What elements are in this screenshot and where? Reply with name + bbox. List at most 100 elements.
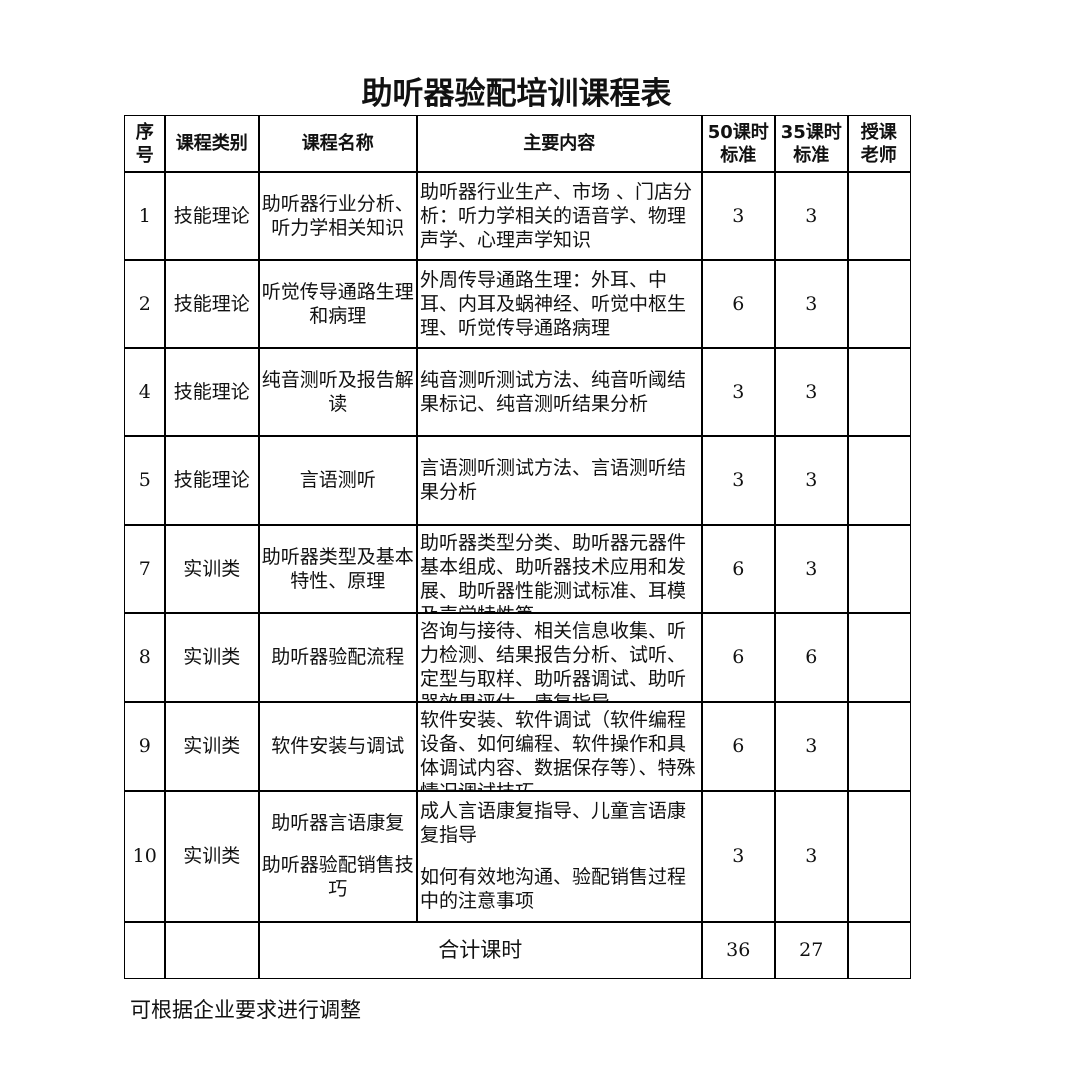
name-cell: 助听器言语康复助听器验配销售技巧 bbox=[258, 790, 418, 923]
content-list: 助听器类型分类、助听器元器件基本组成、助听器技术应用和发展、助听器性能测试标准、… bbox=[420, 531, 699, 613]
course-name: 助听器验配流程 bbox=[271, 646, 405, 669]
empty-cell bbox=[124, 921, 166, 979]
content-list: 外周传导通路生理：外耳、中耳、内耳及蜗神经、听觉中枢生理、听觉传导通路病理 bbox=[420, 268, 699, 340]
hours-50-cell: 6 bbox=[701, 612, 776, 703]
name-list: 软件安装与调试 bbox=[271, 734, 404, 758]
header-cell: 授课老师 bbox=[847, 115, 911, 173]
name-list: 纯音测听及报告解读 bbox=[259, 368, 417, 416]
hours-50-cell: 3 bbox=[701, 790, 776, 923]
hours-50-cell: 3 bbox=[701, 435, 776, 526]
seq-cell: 9 bbox=[124, 701, 166, 792]
hours-35-cell: 3 bbox=[774, 790, 849, 923]
teacher-cell bbox=[847, 435, 911, 526]
hours-50-cell: 3 bbox=[701, 171, 776, 261]
hours-35-cell: 3 bbox=[774, 435, 849, 526]
hours-35-cell: 3 bbox=[774, 524, 849, 614]
header-cell: 序号 bbox=[124, 115, 166, 173]
hours-35-cell: 3 bbox=[774, 347, 849, 437]
header-cell: 主要内容 bbox=[416, 115, 703, 173]
total-label: 合计课时 bbox=[258, 921, 703, 979]
name-cell: 纯音测听及报告解读 bbox=[258, 347, 418, 437]
seq-cell: 8 bbox=[124, 612, 166, 703]
content-list: 助听器行业生产、市场 、门店分析：听力学相关的语音学、物理声学、心理声学知识 bbox=[420, 180, 699, 252]
category-cell: 技能理论 bbox=[164, 259, 260, 349]
total-50: 36 bbox=[701, 921, 776, 979]
name-list: 助听器验配流程 bbox=[271, 645, 404, 669]
name-list: 听觉传导通路生理和病理 bbox=[259, 280, 417, 328]
name-cell: 助听器行业分析、听力学相关知识 bbox=[258, 171, 418, 261]
content-cell: 助听器行业生产、市场 、门店分析：听力学相关的语音学、物理声学、心理声学知识 bbox=[416, 171, 703, 261]
content-cell: 外周传导通路生理：外耳、中耳、内耳及蜗神经、听觉中枢生理、听觉传导通路病理 bbox=[416, 259, 703, 349]
header-cell: 课程类别 bbox=[164, 115, 260, 173]
course-content: 如何有效地沟通、验配销售过程中的注意事项 bbox=[420, 866, 687, 913]
category-cell: 实训类 bbox=[164, 524, 260, 614]
category-cell: 技能理论 bbox=[164, 347, 260, 437]
category-cell: 技能理论 bbox=[164, 435, 260, 526]
content-list: 咨询与接待、相关信息收集、听力检测、结果报告分析、试听、定型与取样、助听器调试、… bbox=[420, 619, 699, 702]
name-cell: 言语测听 bbox=[258, 435, 418, 526]
name-cell: 助听器类型及基本特性、原理 bbox=[258, 524, 418, 614]
name-list: 助听器行业分析、听力学相关知识 bbox=[259, 192, 417, 240]
course-name: 纯音测听及报告解读 bbox=[261, 368, 414, 415]
total-35: 27 bbox=[774, 921, 849, 979]
course-name: 助听器验配销售技巧 bbox=[261, 854, 414, 901]
content-cell: 咨询与接待、相关信息收集、听力检测、结果报告分析、试听、定型与取样、助听器调试、… bbox=[416, 612, 703, 703]
course-name: 言语测听 bbox=[299, 469, 376, 492]
hours-50-cell: 6 bbox=[701, 701, 776, 792]
seq-cell: 5 bbox=[124, 435, 166, 526]
course-name: 助听器类型及基本特性、原理 bbox=[261, 545, 414, 592]
hours-35-cell: 3 bbox=[774, 171, 849, 261]
course-content: 软件安装、软件调试（软件编程设备、如何编程、软件操作和具体调试内容、数据保存等）… bbox=[420, 709, 696, 791]
hours-50-cell: 6 bbox=[701, 524, 776, 614]
teacher-cell bbox=[847, 259, 911, 349]
seq-cell: 2 bbox=[124, 259, 166, 349]
course-content: 助听器类型分类、助听器元器件基本组成、助听器技术应用和发展、助听器性能测试标准、… bbox=[420, 532, 687, 613]
course-content: 成人言语康复指导、儿童言语康复指导 bbox=[420, 800, 687, 847]
teacher-cell bbox=[847, 524, 911, 614]
seq-cell: 4 bbox=[124, 347, 166, 437]
name-cell: 听觉传导通路生理和病理 bbox=[258, 259, 418, 349]
hours-35-cell: 6 bbox=[774, 612, 849, 703]
hours-35-cell: 3 bbox=[774, 259, 849, 349]
teacher-cell bbox=[847, 171, 911, 261]
header-cell: 35课时标准 bbox=[774, 115, 849, 173]
course-content: 助听器行业生产、市场 、门店分析：听力学相关的语音学、物理声学、心理声学知识 bbox=[420, 180, 693, 251]
content-list: 软件安装、软件调试（软件编程设备、如何编程、软件操作和具体调试内容、数据保存等）… bbox=[420, 708, 699, 791]
seq-cell: 7 bbox=[124, 524, 166, 614]
category-cell: 实训类 bbox=[164, 790, 260, 923]
hours-35-cell: 3 bbox=[774, 701, 849, 792]
name-list: 言语测听 bbox=[300, 468, 376, 492]
name-cell: 软件安装与调试 bbox=[258, 701, 418, 792]
category-cell: 技能理论 bbox=[164, 171, 260, 261]
content-cell: 助听器类型分类、助听器元器件基本组成、助听器技术应用和发展、助听器性能测试标准、… bbox=[416, 524, 703, 614]
name-list: 助听器言语康复助听器验配销售技巧 bbox=[259, 811, 417, 901]
empty-cell bbox=[164, 921, 260, 979]
content-list: 纯音测听测试方法、纯音听阈结果标记、纯音测听结果分析 bbox=[420, 368, 699, 416]
content-cell: 纯音测听测试方法、纯音听阈结果标记、纯音测听结果分析 bbox=[416, 347, 703, 437]
empty-cell bbox=[847, 921, 911, 979]
seq-cell: 1 bbox=[124, 171, 166, 261]
content-cell: 言语测听测试方法、言语测听结果分析 bbox=[416, 435, 703, 526]
course-name: 听觉传导通路生理和病理 bbox=[261, 280, 414, 327]
content-cell: 软件安装、软件调试（软件编程设备、如何编程、软件操作和具体调试内容、数据保存等）… bbox=[416, 701, 703, 792]
header-cell: 50课时标准 bbox=[701, 115, 776, 173]
seq-cell: 10 bbox=[124, 790, 166, 923]
content-cell: 成人言语康复指导、儿童言语康复指导 如何有效地沟通、验配销售过程中的注意事项 bbox=[416, 790, 703, 923]
teacher-cell bbox=[847, 612, 911, 703]
category-cell: 实训类 bbox=[164, 701, 260, 792]
course-name: 助听器言语康复 bbox=[271, 812, 405, 835]
teacher-cell bbox=[847, 701, 911, 792]
footer-note: 可根据企业要求进行调整 bbox=[130, 998, 361, 1022]
content-list: 成人言语康复指导、儿童言语康复指导 如何有效地沟通、验配销售过程中的注意事项 bbox=[420, 799, 699, 913]
course-content: 外周传导通路生理：外耳、中耳、内耳及蜗神经、听觉中枢生理、听觉传导通路病理 bbox=[420, 268, 687, 339]
header-cell: 课程名称 bbox=[258, 115, 418, 173]
course-content: 咨询与接待、相关信息收集、听力检测、结果报告分析、试听、定型与取样、助听器调试、… bbox=[420, 620, 687, 702]
course-content: 言语测听测试方法、言语测听结果分析 bbox=[420, 457, 687, 504]
course-name: 助听器行业分析、听力学相关知识 bbox=[261, 192, 414, 239]
category-cell: 实训类 bbox=[164, 612, 260, 703]
hours-50-cell: 3 bbox=[701, 347, 776, 437]
hours-50-cell: 6 bbox=[701, 259, 776, 349]
name-list: 助听器类型及基本特性、原理 bbox=[259, 545, 417, 593]
title: 助听器验配培训课程表 bbox=[361, 76, 672, 112]
